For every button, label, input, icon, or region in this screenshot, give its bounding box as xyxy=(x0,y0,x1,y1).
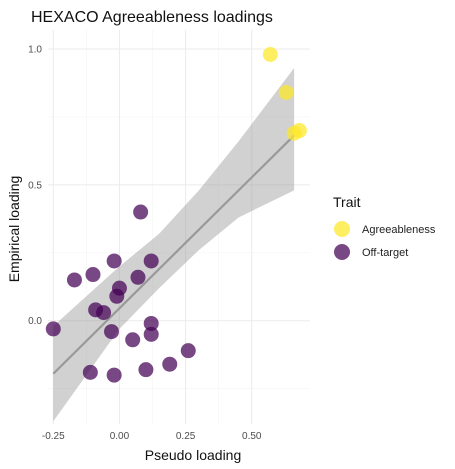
point-off-target xyxy=(162,357,177,372)
y-tick-label: 1.0 xyxy=(28,45,42,56)
regression-line xyxy=(53,135,294,373)
y-tick-label: 0.5 xyxy=(28,180,42,191)
legend-label: Agreeableness xyxy=(362,224,436,236)
legend-swatch xyxy=(334,244,350,260)
x-axis-ticks: -0.25 0.00 0.25 0.50 xyxy=(42,431,262,442)
point-off-target xyxy=(67,272,82,287)
point-off-target xyxy=(181,343,196,358)
point-off-target xyxy=(125,332,140,347)
point-off-target xyxy=(104,324,119,339)
y-axis-title: Empirical loading xyxy=(6,176,22,283)
point-off-target xyxy=(144,327,159,342)
point-off-target xyxy=(107,253,122,268)
x-tick-label: 0.25 xyxy=(176,431,196,442)
point-off-target xyxy=(144,253,159,268)
point-off-target xyxy=(138,362,153,377)
legend-title: Trait xyxy=(333,194,361,210)
point-off-target xyxy=(96,305,111,320)
regression-line-path xyxy=(53,135,294,373)
chart-title: HEXACO Agreeableness loadings xyxy=(31,9,273,26)
point-off-target xyxy=(112,281,127,296)
point-off-target xyxy=(107,368,122,383)
point-agreeableness xyxy=(292,123,307,138)
x-tick-label: 0.50 xyxy=(242,431,262,442)
point-agreeableness xyxy=(279,85,294,100)
point-agreeableness xyxy=(263,47,278,62)
y-tick-label: 0.0 xyxy=(28,316,42,327)
x-tick-label: 0.00 xyxy=(110,431,130,442)
x-axis-title: Pseudo loading xyxy=(145,447,242,463)
legend-label: Off-target xyxy=(362,247,408,259)
point-off-target xyxy=(130,270,145,285)
y-axis-ticks: 0.0 0.5 1.0 xyxy=(28,45,42,328)
point-off-target xyxy=(83,365,98,380)
legend: Trait Agreeableness Off-target xyxy=(333,194,436,260)
point-off-target xyxy=(85,267,100,282)
point-off-target xyxy=(133,205,148,220)
x-tick-label: -0.25 xyxy=(42,431,65,442)
legend-items: Agreeableness Off-target xyxy=(334,221,436,260)
point-off-target xyxy=(46,321,61,336)
legend-swatch xyxy=(334,221,350,237)
